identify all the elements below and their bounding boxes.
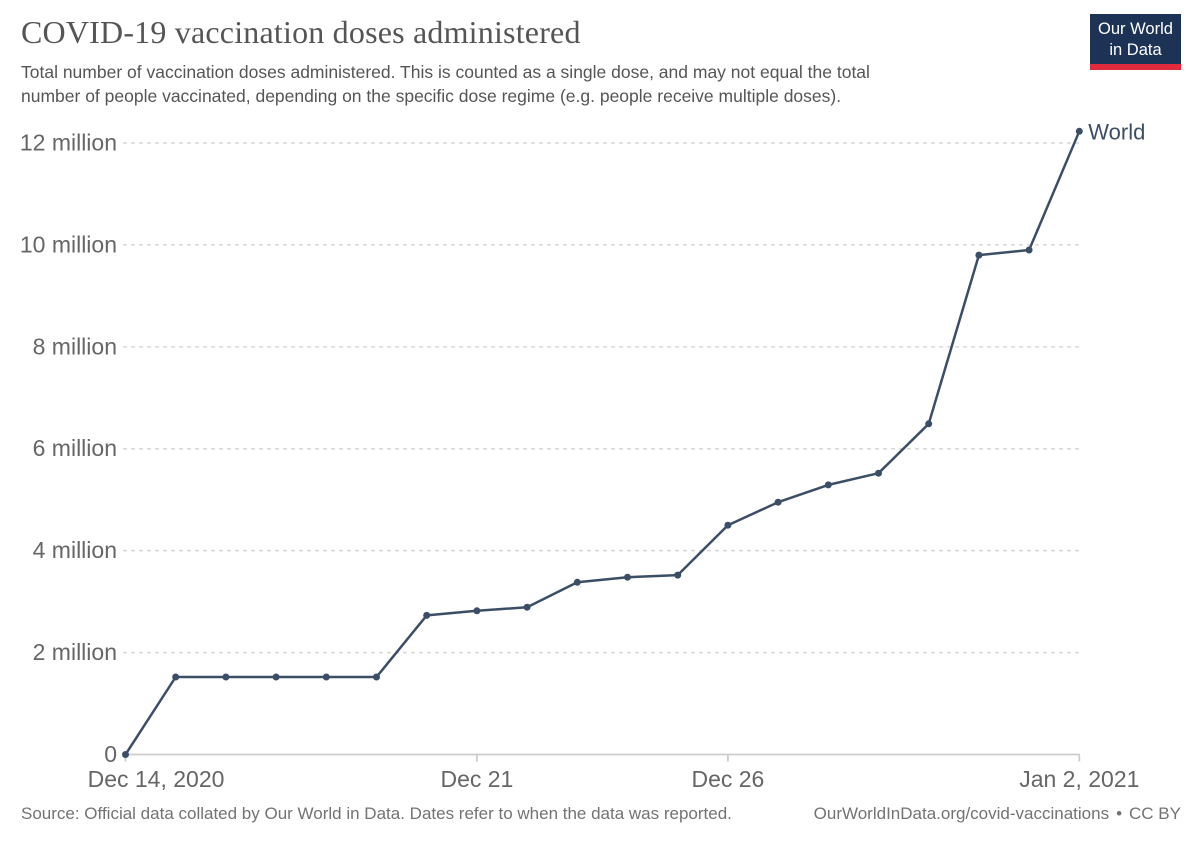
y-axis-label: 4 million <box>33 537 117 563</box>
y-axis-label: 6 million <box>33 435 117 461</box>
data-point[interactable] <box>373 673 380 681</box>
y-axis-label: 10 million <box>20 231 117 257</box>
footer-attribution: OurWorldInData.org/covid-vaccinations • CC… <box>814 804 1181 824</box>
y-axis-label: 12 million <box>20 129 117 155</box>
footer-source-note: Source: Official data collated by Our Wo… <box>21 804 732 823</box>
data-point[interactable] <box>473 607 481 615</box>
data-point[interactable] <box>925 420 933 428</box>
x-axis-label: Dec 14, 2020 <box>88 766 225 792</box>
data-point[interactable] <box>523 603 531 611</box>
footer-license: CC BY <box>1129 804 1181 823</box>
logo-red-bar <box>1090 64 1181 70</box>
data-point[interactable] <box>222 673 230 681</box>
subtitle-line-2: number of people vaccinated, depending o… <box>21 86 842 106</box>
owid-logo: Our World in Data <box>1090 14 1181 70</box>
series-end-label[interactable]: World <box>1088 119 1145 144</box>
y-axis-label: 8 million <box>33 333 117 359</box>
data-point[interactable] <box>322 673 330 681</box>
chart-subtitle: Total number of vaccination doses admini… <box>21 60 870 108</box>
data-point[interactable] <box>272 673 280 681</box>
world-series-line[interactable] <box>124 130 1081 756</box>
logo-line-2: in Data <box>1109 41 1162 59</box>
data-point[interactable] <box>1025 246 1033 254</box>
data-point[interactable] <box>423 611 431 619</box>
data-point[interactable] <box>624 573 631 581</box>
data-point[interactable] <box>1075 127 1083 135</box>
footer-link[interactable]: OurWorldInData.org/covid-vaccinations <box>813 804 1110 823</box>
x-axis-label: Dec 21 <box>440 766 513 792</box>
x-axis-label: Dec 26 <box>691 766 764 792</box>
x-axis-label: Jan 2, 2021 <box>1019 766 1139 792</box>
data-point[interactable] <box>875 469 882 477</box>
page-title: COVID-19 vaccination doses administered <box>21 14 581 50</box>
data-point[interactable] <box>824 481 832 489</box>
logo-text: Our World in Data <box>1090 14 1181 70</box>
footer-separator: • <box>1116 804 1123 823</box>
y-axis-label: 0 <box>104 741 117 767</box>
data-point[interactable] <box>172 673 180 681</box>
logo-line-1: Our World <box>1098 20 1173 38</box>
data-point[interactable] <box>724 521 732 529</box>
y-axis-label: 2 million <box>33 639 117 665</box>
data-point[interactable] <box>774 498 782 506</box>
data-point[interactable] <box>573 578 581 586</box>
data-point[interactable] <box>674 571 682 579</box>
data-point[interactable] <box>122 751 129 758</box>
subtitle-line-1: Total number of vaccination doses admini… <box>21 62 870 82</box>
data-point[interactable] <box>975 251 983 259</box>
